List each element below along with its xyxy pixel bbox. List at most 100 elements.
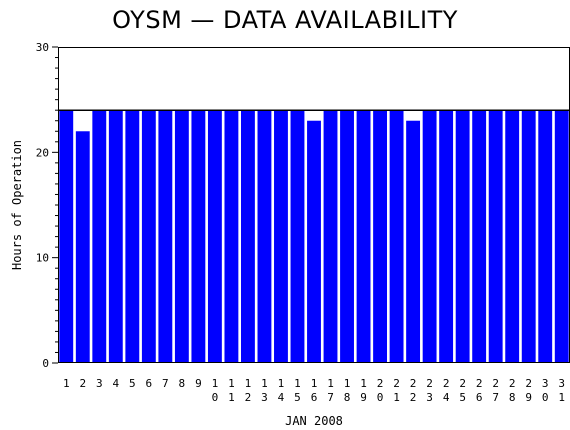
- bar-value: [158, 110, 173, 363]
- bar-value: [257, 110, 272, 363]
- bar-value: [389, 110, 404, 363]
- x-tick-label: 7: [162, 377, 169, 390]
- bar-day-28: [505, 110, 520, 363]
- bar-day-12: [240, 110, 255, 363]
- bar-value: [108, 110, 123, 363]
- bar-value: [240, 110, 255, 363]
- bar-value: [373, 110, 388, 363]
- bar-value: [59, 110, 74, 363]
- bar-value: [174, 110, 189, 363]
- bar-day-15: [290, 110, 305, 363]
- x-tick-label: 9: [195, 377, 202, 390]
- chart-title: OYSM — DATA AVAILABILITY: [112, 6, 458, 34]
- bar-day-11: [224, 110, 239, 363]
- bar-day-27: [488, 110, 503, 363]
- x-tick-label: 1: [63, 377, 70, 390]
- bar-day-5: [125, 110, 140, 363]
- bar-value: [356, 110, 371, 363]
- bar-day-19: [356, 110, 371, 363]
- bar-day-4: [108, 110, 123, 363]
- y-tick-label: 20: [36, 146, 49, 159]
- bar-day-13: [257, 110, 272, 363]
- bar-value: [75, 131, 90, 363]
- bar-value: [323, 110, 338, 363]
- x-tick-label: 8: [179, 377, 186, 390]
- bar-day-1: [59, 110, 74, 363]
- bar-day-23: [422, 110, 437, 363]
- bar-value: [224, 110, 239, 363]
- bar-day-22: [406, 110, 421, 363]
- bar-value: [538, 110, 553, 363]
- bar-value: [92, 110, 107, 363]
- x-tick-label: 3: [96, 377, 103, 390]
- bar-value: [472, 110, 487, 363]
- bar-value: [439, 110, 454, 363]
- bar-day-8: [174, 110, 189, 363]
- bar-day-26: [472, 110, 487, 363]
- bar-day-3: [92, 110, 107, 363]
- x-tick-label: 2: [79, 377, 86, 390]
- bar-day-17: [323, 110, 338, 363]
- x-axis-title: JAN 2008: [285, 414, 343, 428]
- bars-layer: [59, 110, 569, 363]
- bar-day-24: [439, 110, 454, 363]
- bar-day-31: [554, 110, 569, 363]
- bar-value: [290, 110, 305, 363]
- x-tick-label: 5: [129, 377, 136, 390]
- bar-day-6: [141, 110, 156, 363]
- x-tick-label: 6: [146, 377, 153, 390]
- bar-value: [422, 110, 437, 363]
- bar-day-25: [455, 110, 470, 363]
- y-tick-label: 10: [36, 252, 49, 265]
- bar-value: [207, 110, 222, 363]
- bar-value: [340, 110, 354, 363]
- y-axis-title: Hours of Operation: [10, 140, 24, 270]
- bar-value: [125, 110, 140, 363]
- bar-value: [141, 110, 156, 363]
- bar-value: [191, 110, 206, 363]
- bar-value: [274, 110, 288, 363]
- bar-day-18: [340, 110, 354, 363]
- bar-day-20: [373, 110, 388, 363]
- bar-day-30: [538, 110, 553, 363]
- bar-value: [505, 110, 520, 363]
- bar-day-2: [75, 110, 90, 363]
- y-tick-label: 0: [42, 357, 49, 370]
- bar-value: [554, 110, 569, 363]
- x-tick-label: 4: [112, 377, 119, 390]
- bar-day-29: [521, 110, 536, 363]
- bar-value: [521, 110, 536, 363]
- bar-value: [406, 120, 421, 363]
- bar-day-16: [307, 110, 321, 363]
- bar-day-21: [389, 110, 404, 363]
- bar-day-9: [191, 110, 206, 363]
- bar-day-14: [274, 110, 288, 363]
- bar-day-10: [207, 110, 222, 363]
- y-tick-label: 30: [36, 41, 49, 54]
- bar-value: [455, 110, 470, 363]
